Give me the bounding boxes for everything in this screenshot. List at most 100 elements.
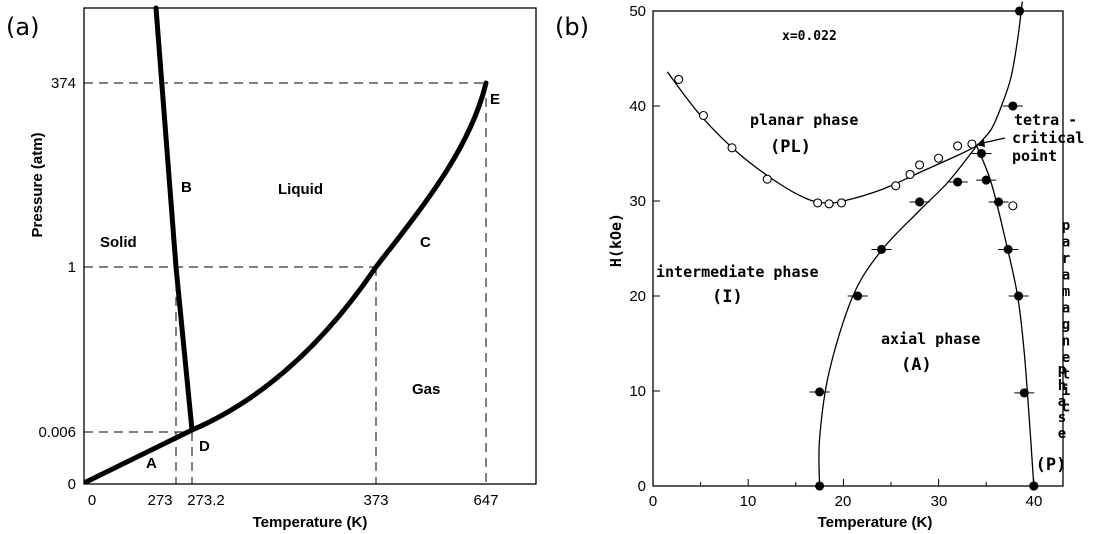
open-data-point <box>891 181 901 191</box>
label-solid: Solid <box>100 234 137 251</box>
a-xtick-273: 273 <box>147 492 172 509</box>
paramagnetic-letter: c <box>1062 400 1070 416</box>
filled-data-point <box>953 177 963 187</box>
paramagnetic-letter: r <box>1062 251 1070 267</box>
open-data-point <box>934 153 944 163</box>
panel-b-tick-marks <box>652 10 1035 487</box>
tetracritical-arrow <box>982 137 1006 144</box>
open-data-point <box>915 160 925 170</box>
b-xtick-20: 20 <box>835 493 852 510</box>
b-ytick-20: 20 <box>629 288 646 305</box>
panel-a-phase-boundaries <box>83 5 489 485</box>
label-intermediate-phase: intermediate phase <box>656 263 819 281</box>
panel-b: (b) 0 10 20 30 40 50 0 10 20 30 40 Tempe… <box>555 1 1084 531</box>
label-a-phase: (A) <box>901 355 932 375</box>
filled-data-point <box>1014 6 1025 16</box>
paramagnetic-letter: p <box>1062 218 1070 234</box>
label-axial-phase: axial phase <box>881 330 980 348</box>
label-point-b: B <box>181 179 192 196</box>
filled-data-point <box>915 197 925 207</box>
b-xtick-0: 0 <box>649 493 657 510</box>
filled-data-point <box>815 387 825 397</box>
melting-curve <box>153 5 195 433</box>
label-i: (I) <box>712 287 743 307</box>
panel-b-tag: (b) <box>555 13 589 41</box>
b-xtick-10: 10 <box>740 493 757 510</box>
label-p: (P) <box>1036 455 1067 475</box>
filled-data-point <box>876 244 887 254</box>
panel-b-frame <box>652 10 1064 487</box>
paramagnetic-boundary-curve <box>976 1 1024 147</box>
paramagnetic-letter: m <box>1062 284 1070 300</box>
phase-letter: h <box>1058 378 1066 394</box>
filled-data-point <box>1003 244 1013 254</box>
vaporization-curve <box>189 80 489 433</box>
open-data-point <box>967 139 977 149</box>
tetracritical-arrowhead <box>976 139 985 147</box>
paramagnetic-letter: i <box>1062 383 1070 399</box>
label-point-c: C <box>420 234 431 251</box>
open-data-point <box>762 174 772 184</box>
paramagnetic-letter: a <box>1062 268 1070 284</box>
a-xtick-647: 647 <box>473 492 498 509</box>
label-point-e: E <box>490 91 500 108</box>
panel-a-tag: (a) <box>6 13 39 41</box>
label-phase-vertical: phase <box>1058 362 1066 442</box>
panel-a-reference-lines <box>84 82 487 484</box>
label-point-a: A <box>146 455 157 472</box>
label-concentration: x=0.022 <box>782 29 837 44</box>
axial-right-boundary-curve <box>976 145 1035 487</box>
b-ytick-0: 0 <box>638 478 646 495</box>
open-data-point <box>1008 201 1018 211</box>
open-data-point <box>674 74 684 84</box>
open-data-point <box>824 199 834 209</box>
label-gas: Gas <box>412 381 440 398</box>
b-ytick-40: 40 <box>629 98 646 115</box>
b-ytick-10: 10 <box>629 383 646 400</box>
open-data-point <box>727 143 737 153</box>
a-ytick-1: 1 <box>68 259 76 276</box>
panel-a-frame <box>83 7 537 485</box>
panel-b-data-points <box>674 6 1044 491</box>
paramagnetic-letter: g <box>1062 317 1070 333</box>
b-xtick-30: 30 <box>931 493 948 510</box>
filled-data-point <box>1019 388 1029 398</box>
open-data-point <box>905 169 915 179</box>
a-ytick-374: 374 <box>51 75 76 92</box>
paramagnetic-letter: a <box>1062 301 1070 317</box>
paramagnetic-letter: e <box>1062 350 1070 366</box>
filled-data-point <box>1029 481 1039 491</box>
b-x-axis-title: Temperature (K) <box>818 514 933 531</box>
phase-letter: p <box>1058 362 1066 378</box>
panel-b-phase-boundaries <box>666 1 1035 487</box>
open-data-point <box>836 198 847 208</box>
panel-a: (a) 0 0.006 1 374 0 273 273.2 373 647 <box>6 5 537 531</box>
b-ytick-30: 30 <box>629 193 646 210</box>
label-planar-phase: planar phase <box>750 111 858 129</box>
filled-data-point <box>994 197 1004 207</box>
a-ytick-0: 0 <box>68 476 76 493</box>
b-ytick-50: 50 <box>629 3 646 20</box>
planar-boundary-curve <box>666 71 977 204</box>
axial-left-boundary-curve <box>818 145 978 487</box>
filled-data-point <box>976 148 986 159</box>
filled-data-point <box>853 291 863 301</box>
a-xtick-0: 0 <box>88 492 96 509</box>
label-tetra: tetra - <box>1014 111 1077 129</box>
b-y-axis-title: H(kOe) <box>607 213 625 267</box>
label-liquid: Liquid <box>278 181 323 198</box>
a-x-axis-title: Temperature (K) <box>253 514 368 531</box>
open-data-point <box>953 141 963 151</box>
a-xtick-373: 373 <box>363 492 388 509</box>
a-y-axis-title: Pressure (atm) <box>29 132 46 237</box>
b-xtick-40: 40 <box>1026 493 1043 510</box>
phase-letter: s <box>1058 410 1066 426</box>
sublimation-curve <box>83 427 195 485</box>
label-point-d: D <box>199 438 210 455</box>
filled-data-point <box>1014 291 1024 301</box>
label-critical: critical <box>1012 129 1084 147</box>
paramagnetic-letter: n <box>1062 334 1070 350</box>
filled-data-point <box>981 175 991 185</box>
